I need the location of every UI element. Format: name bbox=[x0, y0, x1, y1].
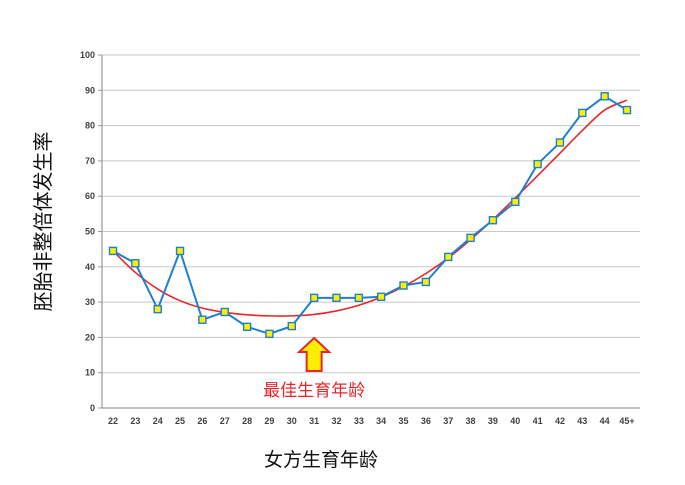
y-tick-label: 40 bbox=[85, 262, 95, 272]
x-tick-label: 22 bbox=[108, 416, 118, 426]
x-tick-label: 24 bbox=[153, 416, 163, 426]
x-tick-label: 33 bbox=[354, 416, 364, 426]
annotation-label: 最佳生育年龄 bbox=[263, 381, 365, 401]
data-point-marker bbox=[444, 252, 453, 262]
x-tick-label: 38 bbox=[466, 416, 476, 426]
y-tick-label: 100 bbox=[80, 50, 95, 60]
data-point-marker bbox=[600, 92, 609, 101]
data-point-marker bbox=[421, 277, 431, 287]
x-tick-label: 45+ bbox=[619, 416, 634, 426]
x-axis-title: 女方生育年龄 bbox=[264, 449, 378, 471]
y-tick-labels: 0 10 20 30 40 50 60 70 80 90 100 bbox=[80, 50, 95, 413]
data-point-marker bbox=[242, 322, 252, 332]
data-point-marker bbox=[555, 138, 565, 147]
y-tick-label: 10 bbox=[85, 368, 95, 378]
data-point-marker bbox=[354, 293, 364, 303]
x-tick-label: 37 bbox=[443, 416, 453, 426]
x-tick-label: 30 bbox=[287, 416, 297, 426]
data-point-marker bbox=[153, 304, 162, 314]
observed-line bbox=[112, 95, 628, 335]
y-tick-label: 0 bbox=[90, 403, 95, 413]
data-point-marker bbox=[175, 246, 185, 256]
trend-series bbox=[112, 99, 628, 317]
data-point-marker bbox=[622, 105, 632, 115]
data-point-marker bbox=[511, 197, 520, 207]
up-arrow-icon bbox=[296, 336, 332, 372]
x-tick-label: 39 bbox=[488, 416, 498, 426]
x-tick-label: 44 bbox=[600, 416, 610, 426]
data-point-marker bbox=[376, 292, 386, 302]
x-tick-label: 29 bbox=[264, 416, 274, 426]
data-point-marker bbox=[287, 321, 296, 331]
x-tick-label: 27 bbox=[220, 416, 230, 426]
x-tick-label: 43 bbox=[577, 416, 587, 426]
data-point-marker bbox=[108, 246, 118, 256]
x-tick-label: 40 bbox=[510, 416, 520, 426]
gridlines bbox=[98, 54, 640, 409]
x-tick-label: 26 bbox=[197, 416, 207, 426]
y-tick-label: 70 bbox=[85, 156, 95, 166]
observed-series bbox=[108, 92, 632, 339]
x-tick-label: 41 bbox=[533, 416, 543, 426]
y-tick-label: 20 bbox=[85, 332, 95, 342]
x-tick-label: 23 bbox=[130, 416, 140, 426]
data-point-marker bbox=[309, 293, 319, 303]
axes bbox=[101, 55, 640, 409]
y-tick-label: 60 bbox=[85, 191, 95, 201]
data-point-marker bbox=[220, 307, 229, 317]
y-tick-label: 30 bbox=[85, 297, 95, 307]
data-point-marker bbox=[533, 159, 542, 169]
data-point-marker bbox=[265, 329, 274, 339]
y-tick-label: 80 bbox=[85, 121, 95, 131]
x-tick-label: 34 bbox=[376, 416, 386, 426]
x-tick-label: 32 bbox=[331, 416, 341, 426]
data-point-marker bbox=[466, 233, 475, 243]
x-tick-label: 35 bbox=[399, 416, 409, 426]
x-tick-label: 31 bbox=[309, 416, 319, 426]
x-tick-label: 36 bbox=[421, 416, 431, 426]
data-point-marker bbox=[198, 315, 207, 324]
y-tick-label: 50 bbox=[85, 227, 95, 237]
data-point-marker bbox=[332, 293, 341, 303]
x-tick-label: 25 bbox=[175, 416, 185, 426]
x-tick-label: 42 bbox=[555, 416, 565, 426]
y-tick-label: 90 bbox=[85, 85, 95, 95]
data-point-marker bbox=[131, 259, 140, 268]
x-tick-label: 28 bbox=[242, 416, 252, 426]
annotation: 最佳生育年龄 bbox=[263, 336, 365, 401]
x-tick-labels: 22 23 24 25 26 27 28 29 30 31 32 33 34 35 36 37 38 39 40 41… bbox=[108, 416, 635, 426]
data-point-marker bbox=[578, 108, 587, 118]
trend-line bbox=[112, 99, 628, 317]
data-point-marker bbox=[488, 216, 498, 225]
data-point-marker bbox=[399, 281, 408, 290]
y-axis-title: 胚胎非整倍体发生率 bbox=[31, 132, 55, 312]
